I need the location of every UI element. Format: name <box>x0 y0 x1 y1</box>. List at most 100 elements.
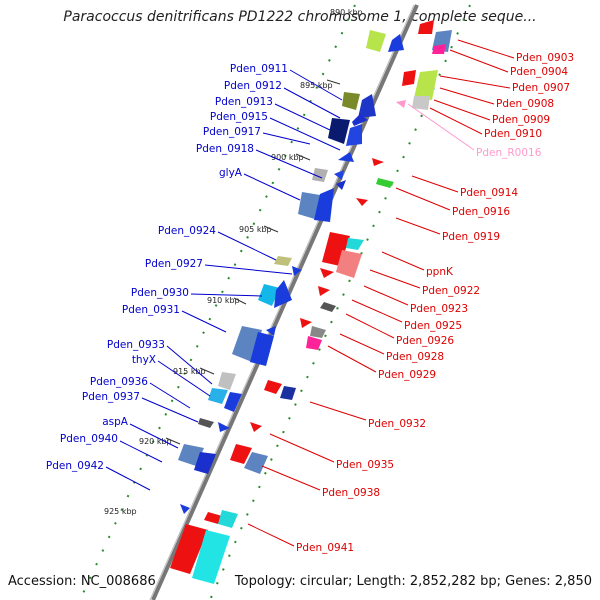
gene-label[interactable]: Pden_0916 <box>452 206 510 218</box>
position-mark: 890 kbp <box>330 8 363 17</box>
map-title: Paracoccus denitrificans PD1222 chromoso… <box>63 9 537 25</box>
gene-arrow <box>356 198 368 206</box>
left-gene-shapes <box>178 30 404 514</box>
gene-label[interactable]: Pden_0918 <box>196 143 254 155</box>
gene-arrow <box>224 392 242 412</box>
position-tick <box>263 225 279 233</box>
position-mark: 905 kbp <box>239 225 272 234</box>
gene-arrow <box>318 286 330 296</box>
gene-label[interactable]: Pden_0940 <box>60 433 118 445</box>
gene-arrow <box>264 380 282 394</box>
gene-label[interactable]: Pden_0928 <box>386 351 444 363</box>
gene-arrow <box>280 386 296 400</box>
gene-arrow <box>198 418 214 428</box>
position-mark: 920 kbp <box>139 437 172 446</box>
gene-arrow <box>208 388 228 404</box>
gene-arrow <box>334 170 344 180</box>
gene-label[interactable]: Pden_0909 <box>492 114 550 126</box>
gene-label-group: Pden_0938 <box>261 465 380 499</box>
gene-arrow <box>180 504 190 514</box>
gene-label[interactable]: Pden_0910 <box>484 128 542 140</box>
gene-label-group: glyA <box>219 167 301 201</box>
gene-label[interactable]: Pden_0926 <box>396 335 454 347</box>
gene-label-rna[interactable]: Pden_R0016 <box>476 147 542 159</box>
right-gene-shapes <box>170 20 452 584</box>
gene-arrow <box>402 70 416 86</box>
gene-arrow <box>376 178 394 188</box>
gene-label-group: Pden_0925 <box>351 299 462 332</box>
gene-label-group: Pden_0913 <box>215 96 331 131</box>
gene-label-group: Pden_0926 <box>345 313 454 347</box>
gene-label[interactable]: Pden_0930 <box>131 287 189 299</box>
gene-label[interactable]: Pden_0937 <box>82 391 140 403</box>
gene-arrow <box>320 302 336 312</box>
gene-label-group: Pden_0919 <box>395 217 500 243</box>
gene-label-group: Pden_0942 <box>46 460 151 491</box>
position-tick <box>165 437 181 445</box>
gene-arrow <box>300 318 312 328</box>
gene-arrow <box>320 268 334 278</box>
gene-label[interactable]: Pden_0914 <box>460 187 518 199</box>
gene-label-group: Pden_0917 <box>203 126 311 145</box>
gene-label[interactable]: Pden_0913 <box>215 96 273 108</box>
gene-label[interactable]: Pden_0925 <box>404 320 462 332</box>
gene-label[interactable]: Pden_0912 <box>224 80 282 92</box>
gene-label[interactable]: Pden_0924 <box>158 225 216 237</box>
gene-arrow <box>250 332 274 366</box>
gene-arrow <box>346 238 364 250</box>
gene-label[interactable]: Pden_0941 <box>296 542 354 554</box>
gene-label-group: Pden_R0016 <box>407 103 542 159</box>
gene-label-group: Pden_0936 <box>90 376 191 409</box>
gene-arrow <box>192 530 230 584</box>
gene-arrow <box>312 168 328 182</box>
left-gene-labels: Pden_0911 Pden_0912 Pden_0913 Pden_0915 … <box>46 63 343 491</box>
gene-arrow <box>274 280 292 308</box>
gene-label[interactable]: Pden_0927 <box>145 258 203 270</box>
gene-label[interactable]: Pden_0942 <box>46 460 104 472</box>
gene-label[interactable]: Pden_0904 <box>510 66 568 78</box>
position-mark: 910 kbp <box>207 296 240 305</box>
gene-arrow <box>336 180 346 190</box>
gene-label[interactable]: Pden_0935 <box>336 459 394 471</box>
topology-text: Topology: circular; Length: 2,852,282 bp… <box>234 574 592 589</box>
gene-label[interactable]: ppnK <box>426 266 454 278</box>
gene-label[interactable]: Pden_0917 <box>203 126 261 138</box>
accession-text: Accession: NC_008686 <box>8 574 156 589</box>
gene-label[interactable]: Pden_0923 <box>410 303 468 315</box>
gene-label[interactable]: Pden_0932 <box>368 418 426 430</box>
gene-arrow <box>250 422 262 432</box>
gene-label-group: Pden_0918 <box>196 143 323 179</box>
gene-label[interactable]: Pden_0911 <box>230 63 288 75</box>
gene-label[interactable]: Pden_0938 <box>322 487 380 499</box>
gene-label[interactable]: Pden_0933 <box>107 339 165 351</box>
gene-label-group: Pden_0937 <box>82 391 199 423</box>
gene-label[interactable]: Pden_0936 <box>90 376 148 388</box>
gene-label[interactable]: Pden_0907 <box>512 82 570 94</box>
gene-arrow <box>306 336 322 350</box>
gene-label[interactable]: Pden_0919 <box>442 231 500 243</box>
gene-arrow <box>418 20 434 34</box>
gene-label[interactable]: aspA <box>102 416 129 428</box>
gene-label-group: Pden_0910 <box>429 107 542 140</box>
gene-label[interactable]: Pden_0931 <box>122 304 180 316</box>
position-tick <box>233 297 247 305</box>
gene-label-group: Pden_0940 <box>60 433 163 463</box>
gene-label[interactable]: Pden_0929 <box>378 369 436 381</box>
gene-label-group: Pden_0923 <box>363 285 468 315</box>
gene-label[interactable]: thyX <box>132 354 156 366</box>
gene-arrow <box>292 266 302 276</box>
gene-label-group: thyX <box>132 354 211 397</box>
gene-arrow <box>366 30 386 52</box>
position-mark: 915 kbp <box>173 367 206 376</box>
gene-label[interactable]: glyA <box>219 167 243 179</box>
gene-label[interactable]: Pden_0915 <box>210 111 268 123</box>
gene-label[interactable]: Pden_0903 <box>516 52 574 64</box>
gene-label-group: Pden_0941 <box>247 523 354 554</box>
gene-label[interactable]: Pden_0922 <box>422 285 480 297</box>
gene-arrow <box>310 326 326 338</box>
gene-arrow <box>372 158 384 166</box>
gene-arrow <box>342 92 360 110</box>
gene-label[interactable]: Pden_0908 <box>496 98 554 110</box>
gene-arrow <box>322 232 350 266</box>
position-mark: 925 kbp <box>104 507 137 516</box>
